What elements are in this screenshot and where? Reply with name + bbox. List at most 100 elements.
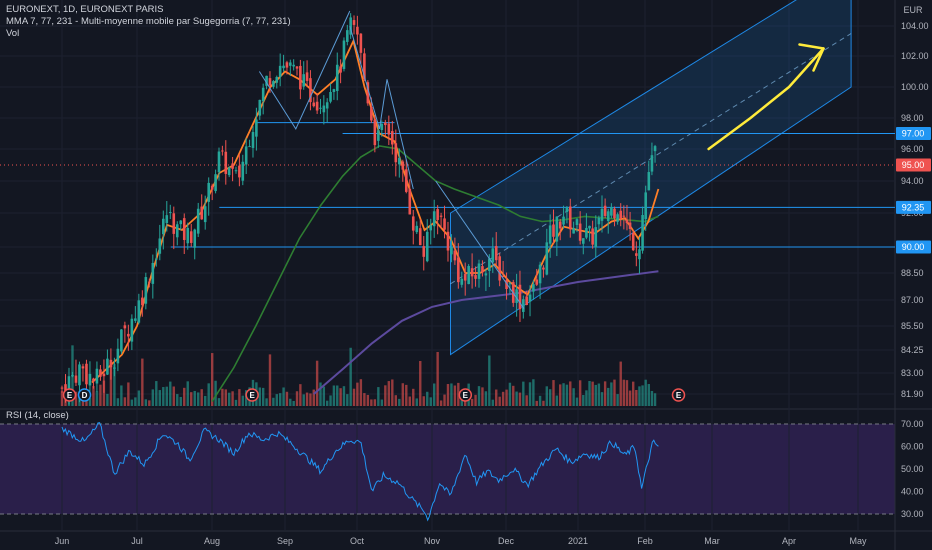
volume-bar [200,389,203,406]
volume-bar [495,389,498,406]
volume-bar [387,381,391,406]
volume-bar [488,355,491,406]
volume-bar [169,381,172,406]
volume-bar [95,391,99,406]
candle-body [439,215,443,217]
candle-body [528,294,532,302]
candle-body [203,206,207,223]
candle-body [505,280,508,290]
candle-body [196,208,200,234]
candle-body [491,248,495,263]
candle-body [278,65,282,77]
candle-body [175,224,179,238]
time-tick-label: Dec [498,536,515,546]
candle-body [342,40,346,69]
candle-body [182,218,186,240]
volume-bar [650,390,654,406]
volume-bar [241,395,244,406]
candle-body [545,242,549,275]
candle-body [625,219,629,224]
price-tick-label: 87.00 [901,295,924,305]
price-tick-label: 88.50 [901,268,924,278]
volume-bar [377,387,380,406]
volume-bar [109,360,113,406]
yellow-arrow-drawing[interactable] [707,43,825,151]
candle-body [352,20,356,25]
candle-body [221,150,224,152]
volume-bar [275,394,278,406]
candle-body [436,209,439,221]
candle-body [71,374,74,377]
time-tick-label: Oct [350,536,365,546]
candle-body [404,169,408,192]
rsi-tick-label: 40.00 [901,487,924,497]
rsi-legend[interactable]: RSI (14, close) [6,410,69,421]
vol-legend[interactable]: Vol [6,28,20,39]
candle-body [481,266,484,273]
candle-body [234,170,238,172]
candle-body [387,123,391,135]
candle-body [332,89,336,93]
candle-body [312,102,316,107]
candle-body [113,367,116,369]
price-badge [896,240,931,254]
volume-bar [484,391,488,406]
volume-bar [603,381,607,406]
volume-bar [309,393,312,406]
volume-bar [176,394,179,406]
time-tick-label: Feb [637,536,653,546]
volume-bar [518,392,522,406]
candle-body [127,333,130,337]
candle-body [186,227,190,244]
candle-body [613,208,616,219]
candle-body [123,325,127,329]
candle-body [363,53,366,80]
volume-bar [332,385,336,406]
volume-bar [585,390,588,406]
volume-bar [562,383,565,406]
price-tick-label: 100.00 [901,82,929,92]
trend-lines[interactable] [258,10,525,309]
volume-bar [512,385,515,406]
axes: EUR104.00102.00100.0098.0096.0094.0092.0… [55,5,929,546]
arrow-stroke [707,47,825,151]
rsi-tick-label: 60.00 [901,442,924,452]
candle-body [600,208,604,221]
symbol-legend[interactable]: EURONEXT, 1D, EURONEXT PARIS [6,4,164,15]
volume-bar [481,387,484,406]
time-tick-label: Apr [782,536,796,546]
volume-bar [295,391,299,406]
candle-body [628,222,632,229]
event-marker-label: E [463,391,469,400]
volume-bar [134,397,137,406]
candle-body [141,297,144,306]
candle-body [494,246,498,261]
arrow-head [798,43,825,72]
candle-body [384,122,387,126]
volume-bar [457,382,460,406]
time-tick-label: 2021 [568,536,588,546]
candle-body [319,107,322,109]
ma-legend[interactable]: MMA 7, 77, 231 - Multi-moyenne mobile pa… [6,16,291,27]
candle-body [398,157,401,165]
candle-body [610,207,613,216]
volume-bar [439,400,443,406]
volume-bar [155,381,158,406]
candle-body [594,227,598,248]
volume-bar [88,398,92,406]
volume-bar [641,385,644,406]
candle-body [408,188,412,215]
volume-bar [429,397,432,406]
candle-body [411,216,415,231]
candle-body [148,281,151,283]
time-tick-label: Aug [204,536,220,546]
volume-bar [594,384,597,406]
time-tick-label: May [849,536,867,546]
candle-body [501,276,505,278]
volume-bar [453,385,457,406]
volume-bar [600,392,604,406]
candle-body [349,17,352,35]
volume-bar [158,390,161,406]
